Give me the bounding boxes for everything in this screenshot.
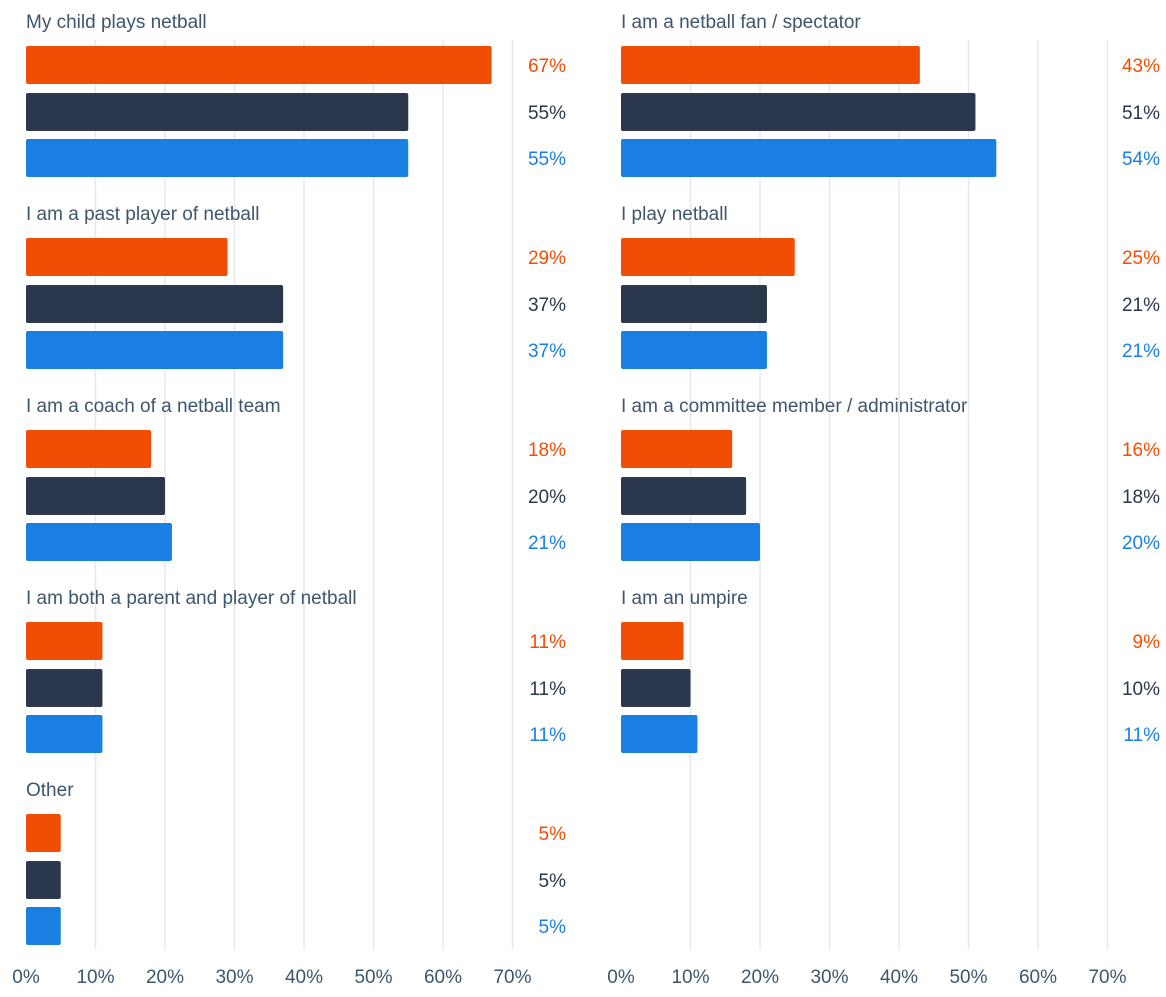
right-value-label-blue: 21% <box>1122 341 1160 362</box>
left-value-label-blue: 21% <box>528 533 566 554</box>
right-bar-navy <box>621 93 976 131</box>
left-bar-orange <box>26 238 228 276</box>
left-x-tick-label: 60% <box>424 967 462 988</box>
right-value-label-orange: 25% <box>1122 248 1160 269</box>
right-x-tick-label: 10% <box>671 967 709 988</box>
left-x-tick-label: 30% <box>215 967 253 988</box>
left-category-label: I am both a parent and player of netball <box>26 588 357 609</box>
left-value-label-orange: 67% <box>528 56 566 77</box>
right-x-tick-label: 20% <box>741 967 779 988</box>
left-bar-navy <box>26 669 103 707</box>
right-value-label-orange: 16% <box>1122 440 1160 461</box>
right-bar-navy <box>621 477 747 515</box>
left-x-tick-label: 10% <box>76 967 114 988</box>
left-value-label-navy: 5% <box>539 871 567 892</box>
left-value-label-navy: 55% <box>528 103 566 124</box>
right-x-tick-label: 40% <box>880 967 918 988</box>
left-category-label: Other <box>26 780 74 801</box>
right-x-tick-label: 50% <box>949 967 987 988</box>
left-x-tick-label: 20% <box>146 967 184 988</box>
right-bar-navy <box>621 669 691 707</box>
right-value-label-navy: 21% <box>1122 295 1160 316</box>
left-bar-navy <box>26 861 61 899</box>
right-x-tick-label: 30% <box>810 967 848 988</box>
left-bar-blue <box>26 715 103 753</box>
right-value-label-blue: 20% <box>1122 533 1160 554</box>
left-bar-blue <box>26 331 284 369</box>
right-bar-blue <box>621 139 997 177</box>
right-value-label-navy: 51% <box>1122 103 1160 124</box>
right-value-label-orange: 9% <box>1133 632 1161 653</box>
left-category-label: I am a coach of a netball team <box>26 396 281 417</box>
left-bar-blue <box>26 139 409 177</box>
left-x-tick-label: 70% <box>493 967 531 988</box>
left-bar-navy <box>26 93 409 131</box>
left-category-label: My child plays netball <box>26 12 207 33</box>
left-category-label: I am a past player of netball <box>26 204 259 225</box>
left-bar-blue <box>26 523 172 561</box>
left-bar-orange <box>26 430 152 468</box>
left-value-label-orange: 18% <box>528 440 566 461</box>
left-value-label-orange: 29% <box>528 248 566 269</box>
right-value-label-orange: 43% <box>1122 56 1160 77</box>
left-value-label-blue: 37% <box>528 341 566 362</box>
right-bar-orange <box>621 622 684 660</box>
left-value-label-orange: 11% <box>529 632 566 653</box>
left-x-tick-label: 40% <box>285 967 323 988</box>
left-bar-orange <box>26 622 103 660</box>
right-category-label: I am an umpire <box>621 588 748 609</box>
right-bar-orange <box>621 430 733 468</box>
right-value-label-navy: 18% <box>1122 487 1160 508</box>
left-value-label-navy: 37% <box>528 295 566 316</box>
left-value-label-blue: 11% <box>529 725 566 746</box>
right-bar-blue <box>621 331 767 369</box>
right-x-tick-label: 70% <box>1088 967 1126 988</box>
left-x-tick-label: 50% <box>354 967 392 988</box>
right-value-label-blue: 54% <box>1122 149 1160 170</box>
right-category-label: I am a committee member / administrator <box>621 396 968 417</box>
right-value-label-navy: 10% <box>1122 679 1160 700</box>
left-x-tick-label: 0% <box>12 967 40 988</box>
left-value-label-orange: 5% <box>539 824 567 845</box>
right-x-tick-label: 0% <box>607 967 635 988</box>
right-bar-orange <box>621 46 920 84</box>
right-value-label-blue: 11% <box>1123 725 1160 746</box>
left-value-label-navy: 11% <box>529 679 566 700</box>
left-bar-orange <box>26 46 492 84</box>
left-bar-navy <box>26 477 165 515</box>
right-bar-blue <box>621 715 698 753</box>
right-bar-navy <box>621 285 767 323</box>
left-value-label-navy: 20% <box>528 487 566 508</box>
right-category-label: I am a netball fan / spectator <box>621 12 861 33</box>
right-category-label: I play netball <box>621 204 728 225</box>
left-bar-blue <box>26 907 61 945</box>
right-x-tick-label: 60% <box>1019 967 1057 988</box>
left-bar-navy <box>26 285 284 323</box>
right-bar-blue <box>621 523 760 561</box>
left-value-label-blue: 55% <box>528 149 566 170</box>
left-value-label-blue: 5% <box>539 917 567 938</box>
left-bar-orange <box>26 814 61 852</box>
right-bar-orange <box>621 238 795 276</box>
